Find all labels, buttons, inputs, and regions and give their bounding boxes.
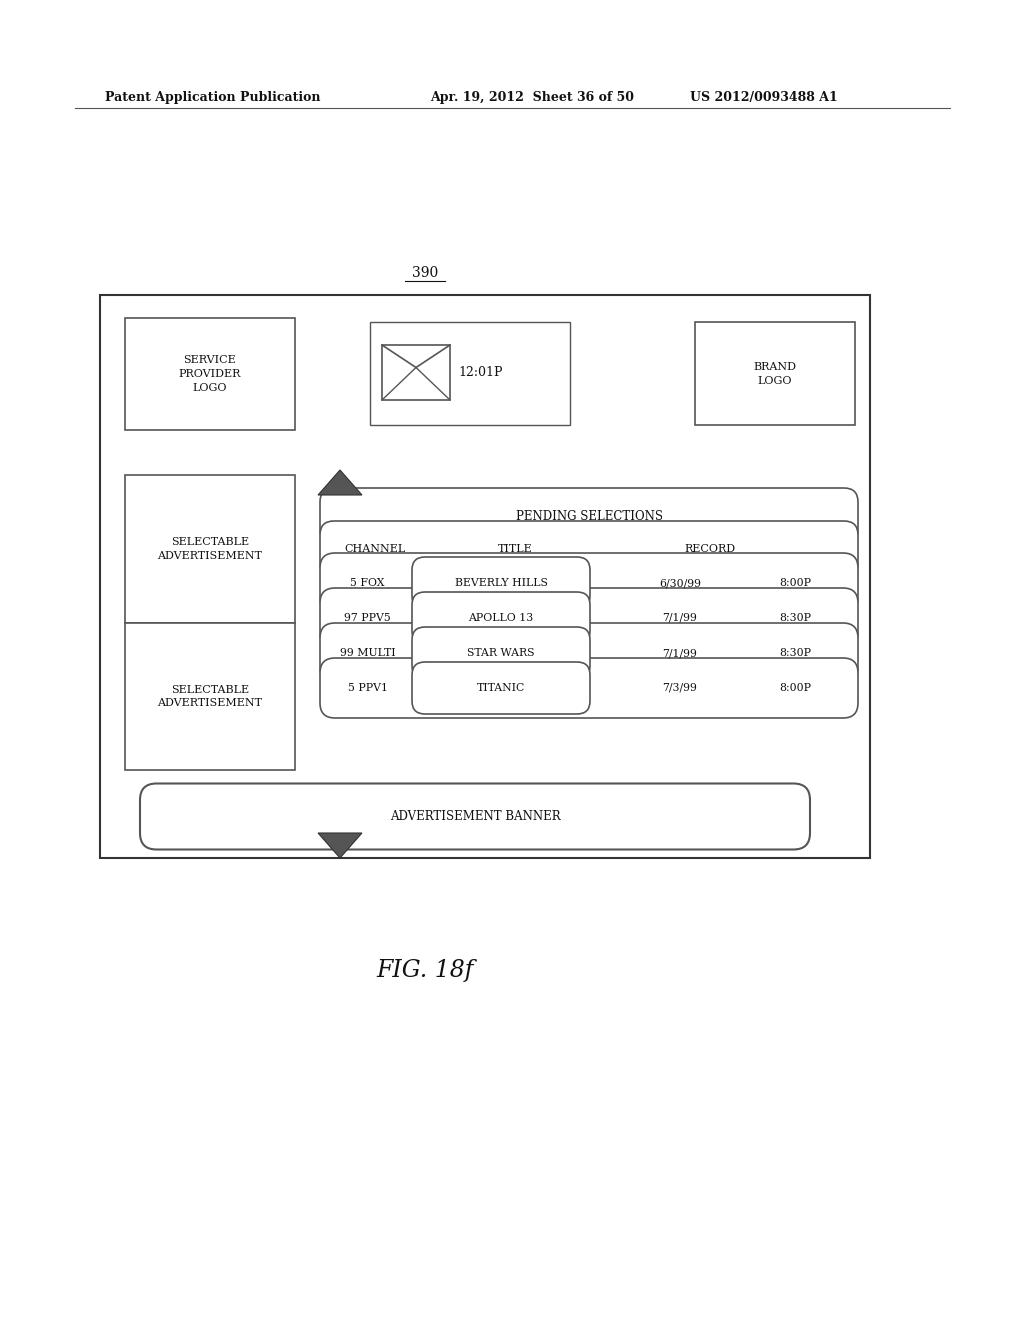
FancyBboxPatch shape bbox=[140, 784, 810, 850]
Text: 12:01P: 12:01P bbox=[458, 366, 503, 379]
Bar bbox=[125, 623, 295, 770]
Text: RECORD: RECORD bbox=[684, 544, 735, 554]
Text: 8:00P: 8:00P bbox=[779, 682, 811, 693]
Text: 5 FOX: 5 FOX bbox=[350, 578, 385, 587]
Bar bbox=[100, 294, 870, 858]
Text: 7/3/99: 7/3/99 bbox=[663, 682, 697, 693]
Text: FIG. 18f: FIG. 18f bbox=[376, 958, 474, 982]
Text: 8:00P: 8:00P bbox=[779, 578, 811, 587]
Text: ADVERTISEMENT BANNER: ADVERTISEMENT BANNER bbox=[390, 810, 560, 822]
Text: SELECTABLE
ADVERTISEMENT: SELECTABLE ADVERTISEMENT bbox=[158, 685, 262, 708]
Text: 99 MULTI: 99 MULTI bbox=[340, 648, 395, 657]
FancyBboxPatch shape bbox=[319, 657, 858, 718]
FancyBboxPatch shape bbox=[319, 623, 858, 682]
Text: PENDING SELECTIONS: PENDING SELECTIONS bbox=[515, 510, 663, 523]
Text: BEVERLY HILLS: BEVERLY HILLS bbox=[455, 578, 548, 587]
Text: STAR WARS: STAR WARS bbox=[467, 648, 535, 657]
Bar bbox=[370, 322, 570, 425]
Text: 6/30/99: 6/30/99 bbox=[659, 578, 701, 587]
FancyBboxPatch shape bbox=[319, 488, 858, 544]
Bar bbox=[125, 475, 295, 623]
Polygon shape bbox=[318, 470, 362, 495]
Text: SERVICE
PROVIDER
LOGO: SERVICE PROVIDER LOGO bbox=[179, 355, 242, 393]
Text: 5 PPV1: 5 PPV1 bbox=[347, 682, 387, 693]
FancyBboxPatch shape bbox=[319, 521, 858, 577]
FancyBboxPatch shape bbox=[412, 627, 590, 678]
Text: SELECTABLE
ADVERTISEMENT: SELECTABLE ADVERTISEMENT bbox=[158, 537, 262, 561]
Text: TITANIC: TITANIC bbox=[477, 682, 525, 693]
Text: 8:30P: 8:30P bbox=[779, 612, 811, 623]
Text: US 2012/0093488 A1: US 2012/0093488 A1 bbox=[690, 91, 838, 103]
FancyBboxPatch shape bbox=[319, 587, 858, 648]
Polygon shape bbox=[318, 833, 362, 858]
Text: 7/1/99: 7/1/99 bbox=[663, 612, 697, 623]
FancyBboxPatch shape bbox=[412, 591, 590, 644]
Text: APOLLO 13: APOLLO 13 bbox=[468, 612, 534, 623]
Bar bbox=[125, 318, 295, 430]
FancyBboxPatch shape bbox=[412, 663, 590, 714]
Text: 8:30P: 8:30P bbox=[779, 648, 811, 657]
Text: 390: 390 bbox=[412, 267, 438, 280]
Bar bbox=[695, 322, 855, 425]
Text: CHANNEL: CHANNEL bbox=[344, 544, 406, 554]
Text: 97 PPV5: 97 PPV5 bbox=[344, 612, 391, 623]
Text: BRAND
LOGO: BRAND LOGO bbox=[754, 362, 797, 385]
Text: Apr. 19, 2012  Sheet 36 of 50: Apr. 19, 2012 Sheet 36 of 50 bbox=[430, 91, 634, 103]
FancyBboxPatch shape bbox=[319, 553, 858, 612]
FancyBboxPatch shape bbox=[412, 557, 590, 609]
Text: 7/1/99: 7/1/99 bbox=[663, 648, 697, 657]
Bar bbox=[382, 345, 450, 400]
Text: TITLE: TITLE bbox=[498, 544, 532, 554]
Text: Patent Application Publication: Patent Application Publication bbox=[105, 91, 321, 103]
